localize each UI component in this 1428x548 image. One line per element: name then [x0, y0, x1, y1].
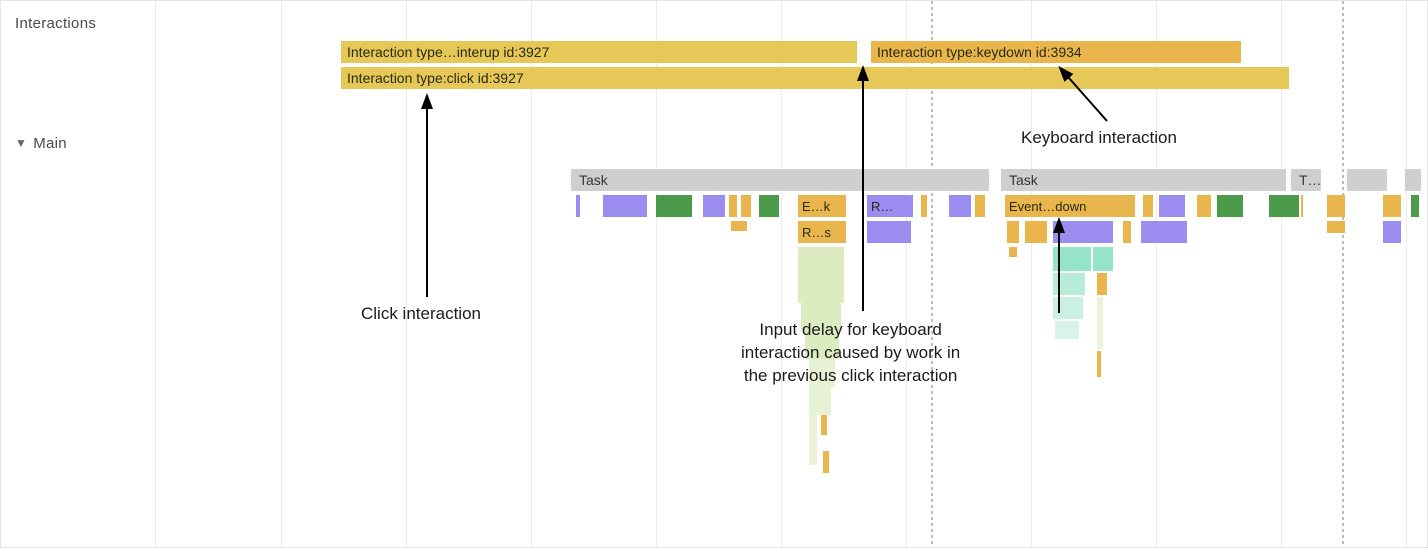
flame-block[interactable]	[603, 195, 647, 217]
flame-block[interactable]	[821, 415, 827, 435]
track-label-interactions: Interactions	[15, 15, 96, 32]
flame-block[interactable]	[703, 195, 725, 217]
annotation-arrow	[415, 85, 439, 309]
flame-block[interactable]	[1383, 221, 1401, 243]
annotation-arrow	[1049, 57, 1119, 133]
flame-block[interactable]	[809, 387, 831, 415]
track-label-main[interactable]: ▼ Main	[15, 135, 67, 152]
interaction-bar[interactable]: Interaction type:click id:3927	[341, 67, 1289, 89]
flame-block[interactable]	[949, 195, 971, 217]
flame-block[interactable]: R…s	[798, 221, 846, 243]
flame-block[interactable]	[798, 247, 844, 275]
flame-block[interactable]	[1327, 221, 1345, 233]
annotation-arrow	[851, 57, 875, 323]
flame-block[interactable]	[1159, 195, 1185, 217]
flame-block[interactable]	[1123, 221, 1131, 243]
flame-block[interactable]	[741, 195, 751, 217]
flame-block[interactable]	[1301, 195, 1303, 217]
interaction-bar[interactable]: Interaction type…interup id:3927	[341, 41, 857, 63]
gridline	[155, 1, 156, 547]
main-label-text: Main	[33, 135, 67, 152]
flame-block[interactable]	[1097, 297, 1103, 349]
flame-block[interactable]	[729, 195, 737, 217]
flame-block[interactable]	[1141, 221, 1187, 243]
flame-block[interactable]	[921, 195, 927, 217]
timeline-stage: Interactions ▼ Main Interaction type…interu…	[0, 0, 1428, 548]
flame-block[interactable]	[823, 451, 829, 473]
flame-block[interactable]	[656, 195, 692, 217]
flame-block[interactable]	[1007, 221, 1019, 243]
flame-block[interactable]	[1097, 351, 1101, 377]
flame-block[interactable]	[1327, 195, 1345, 217]
flame-block[interactable]	[1097, 273, 1107, 295]
flame-block[interactable]	[1009, 247, 1017, 257]
flame-block[interactable]	[1411, 195, 1419, 217]
dotted-marker	[1342, 1, 1344, 547]
gridline	[1406, 1, 1407, 547]
flame-block[interactable]	[975, 195, 985, 217]
flame-block[interactable]	[1143, 195, 1153, 217]
flame-block[interactable]	[576, 195, 580, 217]
flame-block[interactable]	[809, 415, 817, 465]
flame-block[interactable]	[759, 195, 779, 217]
annotation-arrow	[1047, 209, 1071, 325]
caret-down-icon: ▼	[15, 136, 27, 150]
task-bar[interactable]	[1405, 169, 1421, 191]
task-bar[interactable]: Task	[571, 169, 989, 191]
flame-block[interactable]: E…k	[798, 195, 846, 217]
task-bar[interactable]: Task	[1001, 169, 1286, 191]
annotation-text: Input delay for keyboard interaction cau…	[741, 319, 960, 388]
flame-block[interactable]	[1217, 195, 1243, 217]
flame-block[interactable]	[1197, 195, 1211, 217]
flame-block[interactable]	[1093, 247, 1113, 271]
flame-block[interactable]	[1269, 195, 1299, 217]
gridline	[281, 1, 282, 547]
flame-block[interactable]	[731, 221, 747, 231]
task-bar[interactable]: T…	[1291, 169, 1321, 191]
flame-block[interactable]	[1383, 195, 1401, 217]
task-bar[interactable]	[1371, 169, 1387, 191]
flame-block[interactable]	[1025, 221, 1047, 243]
flame-block[interactable]	[798, 275, 844, 303]
